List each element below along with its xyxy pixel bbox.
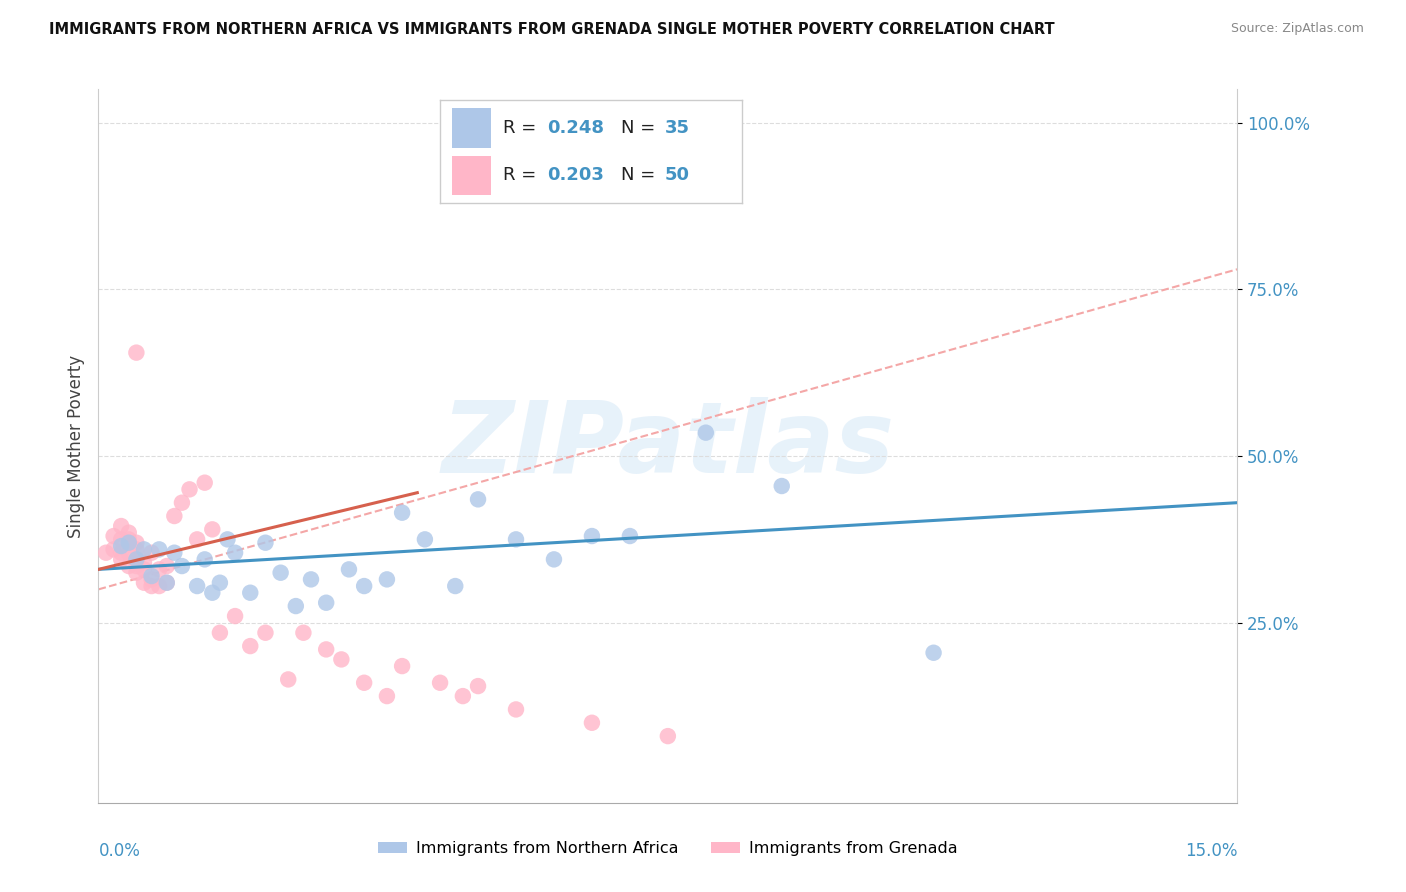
Point <box>186 533 208 547</box>
Text: 0.0%: 0.0% <box>98 842 141 860</box>
Legend: Immigrants from Northern Africa, Immigrants from Grenada: Immigrants from Northern Africa, Immigra… <box>371 835 965 863</box>
Point <box>292 625 315 640</box>
Point <box>132 575 155 590</box>
Point <box>132 562 155 576</box>
Point <box>156 559 179 574</box>
Point <box>186 579 208 593</box>
Point <box>217 533 239 547</box>
Point <box>110 533 132 547</box>
Point <box>581 715 603 730</box>
Point <box>156 575 179 590</box>
Point <box>277 673 299 687</box>
Text: ZIPatlas: ZIPatlas <box>441 398 894 494</box>
Point <box>141 546 163 560</box>
Point <box>353 675 375 690</box>
Point <box>110 546 132 560</box>
Point <box>254 535 277 549</box>
Point <box>429 675 451 690</box>
Point <box>103 529 125 543</box>
Point <box>110 539 132 553</box>
Point <box>239 585 262 599</box>
Point <box>254 625 277 640</box>
Text: IMMIGRANTS FROM NORTHERN AFRICA VS IMMIGRANTS FROM GRENADA SINGLE MOTHER POVERTY: IMMIGRANTS FROM NORTHERN AFRICA VS IMMIG… <box>49 22 1054 37</box>
Point <box>543 552 565 566</box>
Point <box>299 573 322 587</box>
Point <box>125 542 148 557</box>
Point <box>391 659 413 673</box>
Point <box>467 679 489 693</box>
Point <box>581 529 603 543</box>
Point <box>148 542 170 557</box>
Y-axis label: Single Mother Poverty: Single Mother Poverty <box>66 354 84 538</box>
Point <box>284 599 307 613</box>
Point <box>224 609 246 624</box>
Point <box>125 535 148 549</box>
Point <box>770 479 793 493</box>
Point <box>110 519 132 533</box>
Point <box>110 552 132 566</box>
Point <box>194 552 217 566</box>
Point <box>270 566 292 580</box>
Point <box>922 646 945 660</box>
Point <box>413 533 436 547</box>
Point <box>201 585 224 599</box>
Text: Source: ZipAtlas.com: Source: ZipAtlas.com <box>1230 22 1364 36</box>
Point <box>695 425 717 440</box>
Point <box>132 542 155 557</box>
Point <box>444 579 467 593</box>
Point <box>125 552 148 566</box>
Point <box>148 562 170 576</box>
Point <box>148 579 170 593</box>
Point <box>315 642 337 657</box>
Point <box>132 556 155 570</box>
Point <box>657 729 679 743</box>
Point <box>163 546 186 560</box>
Point <box>505 702 527 716</box>
Text: 15.0%: 15.0% <box>1185 842 1237 860</box>
Point <box>156 575 179 590</box>
Point <box>125 566 148 580</box>
Point <box>118 533 141 547</box>
Point <box>170 559 193 574</box>
Point <box>141 579 163 593</box>
Point <box>103 542 125 557</box>
Point <box>224 546 246 560</box>
Point <box>118 559 141 574</box>
Point <box>505 533 527 547</box>
Point <box>375 573 398 587</box>
Point <box>179 483 201 497</box>
Point <box>619 529 641 543</box>
Point <box>163 509 186 524</box>
Point <box>118 535 141 549</box>
Point <box>353 579 375 593</box>
Point <box>467 492 489 507</box>
Point <box>208 575 231 590</box>
Point <box>337 562 360 576</box>
Point <box>118 546 141 560</box>
Point <box>375 689 398 703</box>
Point <box>330 652 353 666</box>
Point <box>201 522 224 536</box>
Point <box>170 496 193 510</box>
Point <box>239 639 262 653</box>
Point <box>391 506 413 520</box>
Point <box>315 596 337 610</box>
Point <box>125 559 148 574</box>
Point <box>451 689 474 703</box>
Point <box>94 546 117 560</box>
Point <box>141 573 163 587</box>
Point <box>125 552 148 566</box>
Point <box>141 569 163 583</box>
Point <box>118 525 141 540</box>
Point <box>125 345 148 359</box>
Point <box>194 475 217 490</box>
Point <box>208 625 231 640</box>
